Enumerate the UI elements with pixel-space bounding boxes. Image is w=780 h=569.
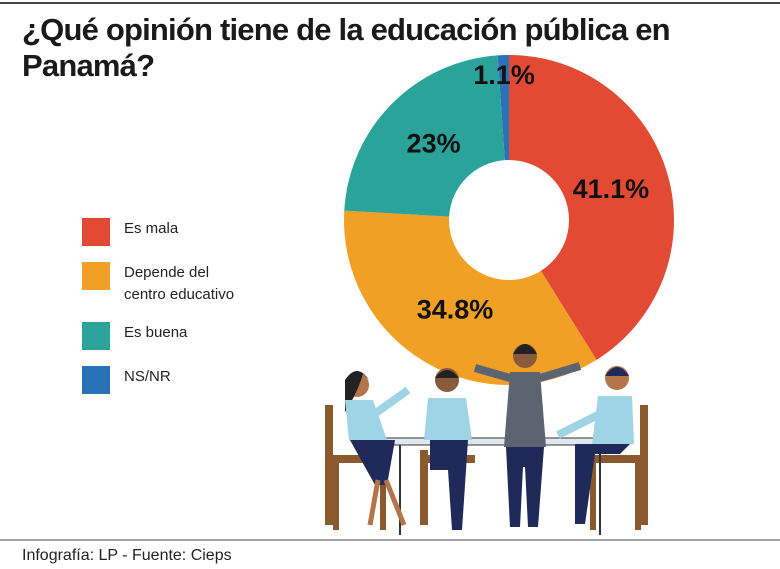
donut-slice [509,55,674,360]
data-label: 1.1% [473,60,535,90]
source: Infografía: LP - Fuente: Cieps [22,547,232,564]
legend-label: Es buena [124,324,188,341]
legend-swatch [82,322,110,350]
data-label: 41.1% [573,174,650,204]
donut: 41.1% 34.8% 23% 1.1% [343,55,674,386]
legend-item: Es mala [82,218,249,246]
donut-slice [344,55,505,217]
data-label: 23% [407,129,461,159]
donut-slice [343,210,597,386]
donut-slice [497,55,509,161]
legend-label: NS/NR [124,368,171,385]
legend-item: Es buena [82,322,249,350]
legend-label: Es mala [124,220,179,237]
chart-title: ¿Qué opinión tiene de la educación públi… [22,12,671,83]
legend: Es mala Depende del centro educativo Es bu… [82,218,249,410]
data-label: 34.8% [417,294,494,324]
legend-swatch [82,262,110,290]
legend-swatch [82,366,110,394]
illustration [325,344,648,535]
legend-swatch [82,218,110,246]
legend-item: NS/NR [82,366,249,394]
legend-label: Depende del centro educativo [124,264,235,303]
legend-item: Depende del centro educativo [82,262,249,306]
